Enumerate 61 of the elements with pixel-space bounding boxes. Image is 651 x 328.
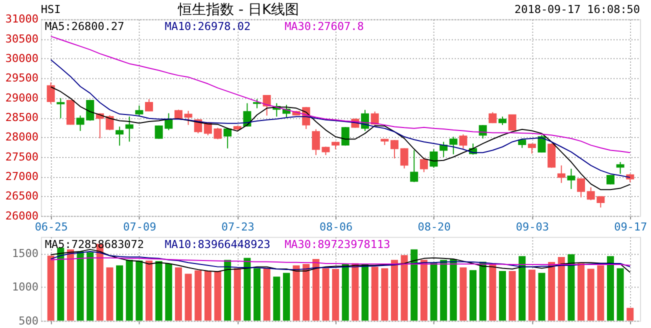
y-tick-label: 31000	[5, 12, 38, 26]
candlestick	[577, 178, 586, 198]
text: 2018-09-17 16:08:50	[514, 3, 640, 16]
y-tick-label: 1000	[12, 280, 38, 294]
candlestick	[312, 128, 320, 156]
y-tick-label: 1500	[12, 247, 38, 260]
candlestick	[478, 124, 487, 139]
chart-title: 恒生指数 - 日K线图	[177, 2, 300, 18]
candlestick	[508, 114, 516, 132]
line-series	[50, 36, 631, 154]
text: MA30:27607.8	[284, 20, 364, 34]
text: HSI	[40, 3, 61, 16]
candlestick	[440, 141, 448, 158]
y-tick-label: 27500	[5, 150, 38, 164]
candlestick	[145, 98, 154, 112]
candlestick	[567, 168, 576, 190]
text: MA5:26800.27	[44, 20, 124, 34]
x-tick-label: 08-20	[418, 220, 451, 234]
series-label: MA5:72858683072	[44, 238, 144, 251]
candlestick	[224, 127, 232, 149]
series-label: MA30:89723978113	[284, 238, 390, 251]
candlestick	[420, 157, 428, 173]
x-tick-label: 07-09	[123, 220, 156, 234]
candlestick	[253, 98, 262, 109]
y-tick-label: 28000	[5, 130, 38, 144]
y-tick-label: 29000	[5, 91, 38, 104]
candlestick	[56, 98, 65, 119]
candlestick	[528, 143, 536, 154]
x-tick-label: 07-23	[221, 220, 254, 234]
candlestick	[262, 95, 271, 116]
x-tick-label: 08-06	[320, 220, 353, 234]
x-tick-label: 09-17	[614, 220, 648, 234]
candlestick	[390, 139, 398, 159]
candlestick	[410, 150, 418, 183]
y-tick-label: 29500	[5, 72, 38, 85]
candlestick	[66, 99, 74, 126]
y-tick-label: 30000	[5, 52, 38, 66]
x-tick-label: 06-25	[34, 220, 68, 234]
y-tick-label: 30500	[5, 32, 38, 46]
text: MA10:26978.02	[164, 20, 251, 34]
candlestick	[184, 110, 192, 126]
candlestick	[557, 164, 566, 184]
candlestick	[116, 126, 124, 146]
candlestick	[135, 105, 144, 118]
line-series	[50, 257, 631, 266]
candlestick	[548, 143, 556, 168]
candlestick	[606, 174, 614, 185]
y-tick-label: 28500	[5, 111, 38, 124]
y-tick-label: 500	[18, 314, 38, 328]
y-tick-label: 27000	[5, 170, 38, 184]
candlestick	[125, 116, 134, 142]
candlestick	[400, 148, 408, 169]
candlestick	[46, 82, 55, 104]
candlestick	[341, 126, 350, 146]
y-tick-label: 26000	[5, 209, 38, 222]
candlestick	[616, 162, 624, 174]
candlestick	[449, 136, 458, 155]
candlestick	[459, 134, 468, 150]
series-label: MA10:83966448923	[164, 238, 270, 251]
x-tick-label: 09-03	[516, 220, 549, 234]
y-tick-label: 26500	[5, 190, 38, 203]
